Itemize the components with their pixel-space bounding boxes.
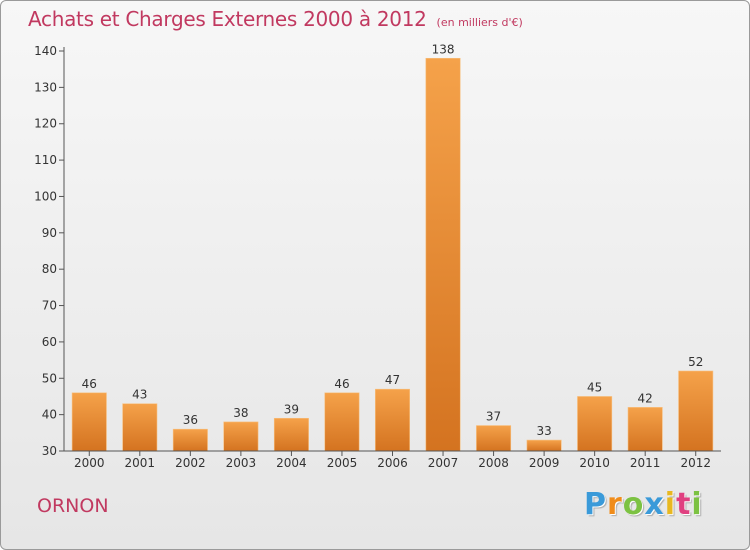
bars: [71, 57, 714, 452]
x-tick-label: 2009: [529, 456, 560, 470]
y-tick-label: 40: [42, 408, 57, 422]
bar: [273, 417, 309, 452]
bar: [678, 370, 714, 452]
bar: [122, 403, 158, 452]
data-label: 39: [284, 402, 299, 416]
x-tick-label: 2010: [579, 456, 610, 470]
x-tick-label: 2000: [74, 456, 105, 470]
bar: [526, 439, 562, 452]
bar: [476, 425, 512, 452]
chart-title-text: Achats et Charges Externes 2000 à 2012: [28, 7, 427, 31]
logo-letter: i: [664, 487, 677, 522]
x-tick-label: 2011: [630, 456, 661, 470]
y-axis: 30 40 50 60 70 80 90 100 110 120 130 140: [34, 44, 65, 458]
x-tick-label: 2003: [226, 456, 257, 470]
data-label: 46: [82, 377, 97, 391]
x-tick-label: 2008: [478, 456, 509, 470]
x-tick-label: 2002: [175, 456, 206, 470]
bar: [425, 57, 461, 452]
proxiti-logo: Proxiti: [584, 487, 703, 522]
data-label: 46: [334, 377, 349, 391]
x-axis: 2000 2001 2002 2003 2004 2005 2006 2007 2008 2009…: [64, 450, 721, 470]
data-label: 42: [638, 391, 653, 405]
logo-letter: i: [691, 487, 703, 522]
data-label: 52: [688, 355, 703, 369]
data-label: 47: [385, 373, 400, 387]
x-tick-label: 2001: [125, 456, 156, 470]
y-tick-label: 80: [42, 262, 57, 276]
logo-letter: t: [676, 487, 692, 522]
y-tick-label: 140: [34, 44, 57, 58]
data-label: 38: [233, 406, 248, 420]
y-tick-label: 100: [34, 189, 57, 203]
data-label: 37: [486, 410, 501, 424]
logo-letter: o: [622, 487, 645, 522]
y-tick-label: 130: [34, 80, 57, 94]
y-tick-label: 70: [42, 299, 57, 313]
bar: [577, 396, 613, 452]
x-tick-label: 2006: [377, 456, 408, 470]
data-label: 33: [536, 424, 551, 438]
y-tick-label: 30: [42, 444, 57, 458]
y-tick-label: 110: [34, 153, 57, 167]
bar: [324, 392, 360, 452]
logo-letter: x: [644, 487, 665, 522]
y-tick-label: 60: [42, 335, 57, 349]
logo-letter: r: [607, 487, 623, 522]
data-labels: 46 43 36 38 39 46 47 138 37 33 45 42 52: [82, 42, 704, 438]
x-tick-label: 2012: [680, 456, 711, 470]
x-tick-label: 2005: [327, 456, 358, 470]
x-tick-label: 2004: [276, 456, 307, 470]
data-label: 36: [183, 413, 198, 427]
bar: [172, 428, 208, 452]
y-tick-label: 120: [34, 117, 57, 131]
commune-name: ORNON: [37, 495, 109, 517]
bar: [375, 388, 410, 452]
bar: [627, 407, 663, 452]
y-tick-label: 50: [42, 371, 57, 385]
chart-unit: (en milliers d'€): [436, 16, 523, 29]
y-tick-label: 90: [42, 226, 57, 240]
data-label: 138: [432, 42, 455, 56]
chart-title: Achats et Charges Externes 2000 à 2012 (e…: [28, 7, 523, 31]
bar: [71, 392, 107, 452]
data-label: 45: [587, 380, 602, 394]
x-tick-label: 2007: [428, 456, 459, 470]
bar: [223, 421, 259, 452]
data-label: 43: [132, 388, 147, 402]
logo-letter: P: [584, 487, 607, 522]
